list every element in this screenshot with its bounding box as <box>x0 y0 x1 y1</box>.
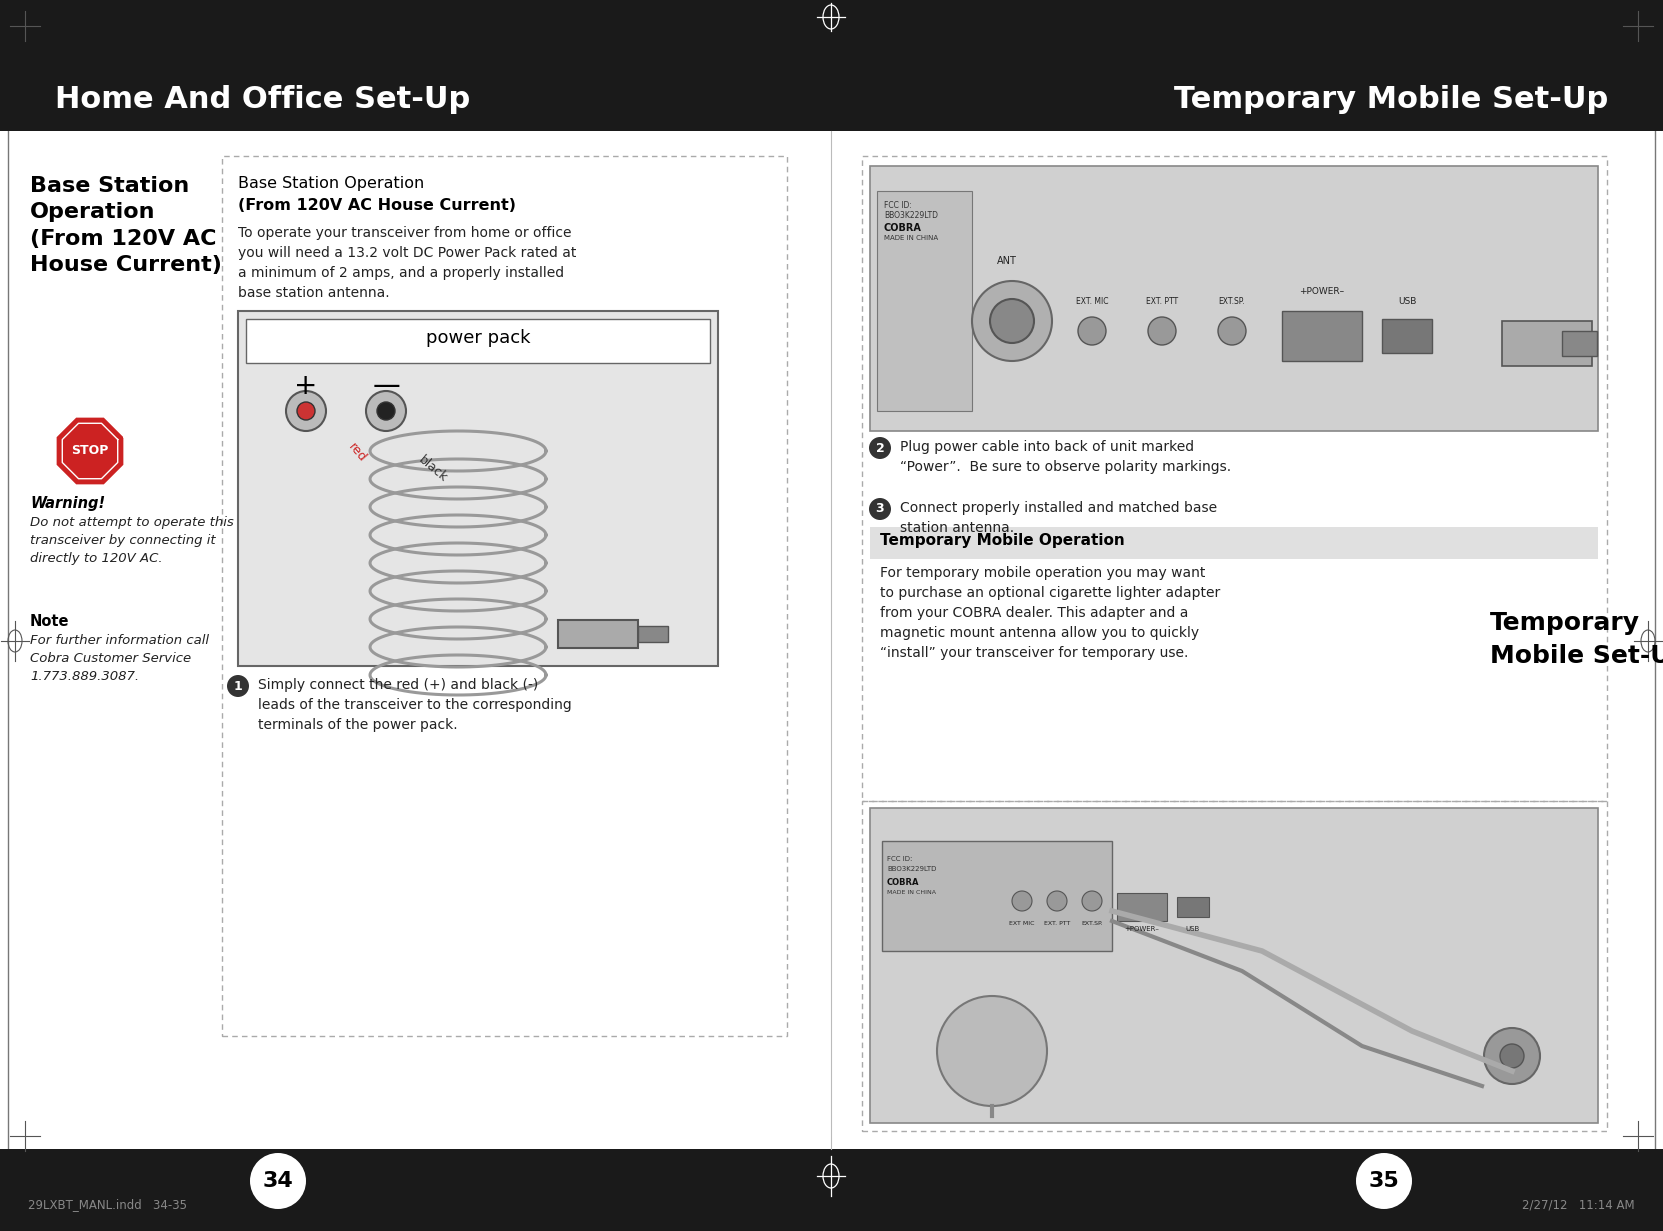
Bar <box>1562 331 1596 356</box>
Circle shape <box>1078 318 1106 345</box>
Text: Temporary Mobile Set-Up: Temporary Mobile Set-Up <box>1174 85 1608 114</box>
Circle shape <box>249 1153 306 1209</box>
Circle shape <box>366 391 406 431</box>
Circle shape <box>1355 1153 1412 1209</box>
Circle shape <box>1483 1028 1540 1085</box>
Text: EXT. PTT: EXT. PTT <box>1146 297 1177 307</box>
Bar <box>221 156 787 1037</box>
Text: 35: 35 <box>1369 1171 1399 1192</box>
Circle shape <box>1083 891 1103 911</box>
Text: USB: USB <box>1186 926 1201 932</box>
Bar <box>861 801 1606 1131</box>
Bar <box>246 319 710 363</box>
Text: (From 120V AC House Current): (From 120V AC House Current) <box>238 198 516 213</box>
Text: COBRA: COBRA <box>885 223 921 233</box>
Text: MADE IN CHINA: MADE IN CHINA <box>885 235 938 241</box>
Bar <box>881 841 1113 952</box>
Text: Base Station Operation: Base Station Operation <box>238 176 424 191</box>
Text: Temporary Mobile Operation: Temporary Mobile Operation <box>880 533 1124 549</box>
Text: +: + <box>294 372 318 400</box>
Circle shape <box>1147 318 1176 345</box>
Text: —: — <box>373 372 399 400</box>
Text: Do not attempt to operate this
transceiver by connecting it
directly to 120V AC.: Do not attempt to operate this transceiv… <box>30 516 234 565</box>
Text: USB: USB <box>1399 297 1417 307</box>
Text: EXT.SP.: EXT.SP. <box>1219 297 1246 307</box>
Bar <box>1502 321 1591 366</box>
Text: ANT: ANT <box>998 256 1016 266</box>
Text: For temporary mobile operation you may want
to purchase an optional cigarette li: For temporary mobile operation you may w… <box>880 566 1221 660</box>
Bar <box>639 627 669 643</box>
Text: FCC ID:: FCC ID: <box>885 201 911 211</box>
Text: Base Station
Operation
(From 120V AC
House Current): Base Station Operation (From 120V AC Hou… <box>30 176 221 276</box>
Circle shape <box>286 391 326 431</box>
Bar <box>1118 892 1167 921</box>
Text: To operate your transceiver from home or office
you will need a 13.2 volt DC Pow: To operate your transceiver from home or… <box>238 227 577 300</box>
Circle shape <box>870 499 891 519</box>
Text: 3: 3 <box>876 502 885 516</box>
Circle shape <box>378 403 396 420</box>
Text: +POWER–: +POWER– <box>1124 926 1159 932</box>
Circle shape <box>1013 891 1033 911</box>
Circle shape <box>1217 318 1246 345</box>
Polygon shape <box>55 416 125 486</box>
Text: Simply connect the red (+) and black (-)
leads of the transceiver to the corresp: Simply connect the red (+) and black (-)… <box>258 678 572 732</box>
Text: Home And Office Set-Up: Home And Office Set-Up <box>55 85 471 114</box>
Text: EXT MIC: EXT MIC <box>1009 921 1034 926</box>
Text: BBO3K229LTD: BBO3K229LTD <box>886 865 936 872</box>
Text: EXT. MIC: EXT. MIC <box>1076 297 1108 307</box>
Text: STOP: STOP <box>72 444 108 458</box>
Circle shape <box>1048 891 1068 911</box>
Circle shape <box>1500 1044 1523 1069</box>
Text: red: red <box>346 441 369 465</box>
Bar <box>0 1149 1663 1231</box>
Text: Connect properly installed and matched base
station antenna.: Connect properly installed and matched b… <box>900 501 1217 535</box>
Text: 2: 2 <box>876 442 885 454</box>
Bar <box>861 156 1606 801</box>
Bar <box>870 808 1598 1123</box>
Text: EXT. PTT: EXT. PTT <box>1044 921 1071 926</box>
Text: EXT.SP.: EXT.SP. <box>1081 921 1103 926</box>
Circle shape <box>971 281 1053 361</box>
Text: FCC ID:: FCC ID: <box>886 856 913 862</box>
Bar <box>870 166 1598 431</box>
Circle shape <box>870 437 891 459</box>
Bar <box>0 0 1663 130</box>
Bar <box>870 527 1598 559</box>
Bar <box>559 620 639 648</box>
Text: +POWER–: +POWER– <box>1299 287 1345 295</box>
Text: power pack: power pack <box>426 329 530 347</box>
Circle shape <box>989 299 1034 343</box>
Text: 29LXBT_MANL.indd   34-35: 29LXBT_MANL.indd 34-35 <box>28 1198 186 1211</box>
Text: For further information call
Cobra Customer Service
1.773.889.3087.: For further information call Cobra Custo… <box>30 634 210 683</box>
Text: Temporary
Mobile Set-Up: Temporary Mobile Set-Up <box>1490 611 1663 667</box>
Bar <box>238 311 718 666</box>
Text: Note: Note <box>30 614 70 629</box>
Bar <box>1177 897 1209 917</box>
Circle shape <box>228 675 249 697</box>
Text: 34: 34 <box>263 1171 293 1192</box>
Bar <box>876 191 971 411</box>
Bar <box>1282 311 1362 361</box>
Text: 2/27/12   11:14 AM: 2/27/12 11:14 AM <box>1522 1198 1635 1211</box>
Text: 1: 1 <box>233 680 243 693</box>
Text: BBO3K229LTD: BBO3K229LTD <box>885 211 938 220</box>
Text: Warning!: Warning! <box>30 496 105 511</box>
Circle shape <box>936 996 1048 1105</box>
Bar <box>1382 319 1432 353</box>
Text: black: black <box>416 453 451 485</box>
Text: Plug power cable into back of unit marked
“Power”.  Be sure to observe polarity : Plug power cable into back of unit marke… <box>900 439 1231 474</box>
Text: MADE IN CHINA: MADE IN CHINA <box>886 890 936 895</box>
Text: COBRA: COBRA <box>886 878 920 888</box>
Circle shape <box>298 403 314 420</box>
